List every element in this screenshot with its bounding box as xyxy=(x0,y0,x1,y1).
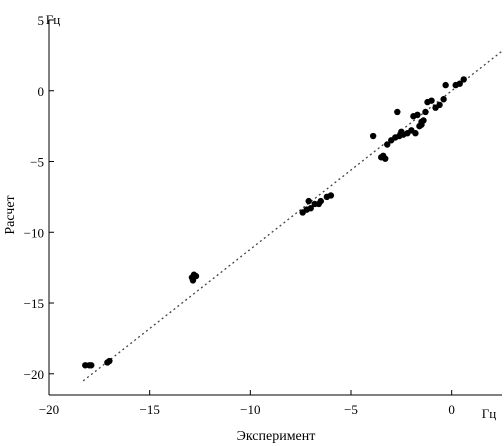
data-point xyxy=(456,80,463,87)
data-point xyxy=(394,108,401,116)
data-point xyxy=(420,117,427,124)
y-tick-label: −20 xyxy=(24,367,44,382)
data-point xyxy=(88,362,95,369)
data-point xyxy=(428,97,435,104)
y-unit-label: Гц xyxy=(46,12,61,27)
data-point xyxy=(442,81,449,89)
data-point xyxy=(440,96,447,103)
y-tick-label: −5 xyxy=(30,155,44,170)
x-unit-label: Гц xyxy=(482,406,497,421)
data-point xyxy=(460,76,467,83)
data-point xyxy=(384,141,391,148)
data-point xyxy=(317,197,324,205)
x-tick-label: −5 xyxy=(344,402,358,417)
x-tick-label: −10 xyxy=(240,402,260,417)
plot-axes xyxy=(48,20,502,396)
x-tick-label: −15 xyxy=(139,402,159,417)
y-tick-label: −15 xyxy=(24,296,44,311)
data-point xyxy=(106,357,113,365)
data-points xyxy=(82,76,467,369)
y-tick-label: 5 xyxy=(38,13,45,28)
x-axis-ticks: −20 −15 −10 −5 0 xyxy=(39,390,455,417)
data-point xyxy=(436,101,443,109)
x-tick-label: −20 xyxy=(39,402,59,417)
y-tick-label: −10 xyxy=(24,225,44,240)
x-axis-title: Эксперимент xyxy=(237,429,316,444)
data-point xyxy=(307,205,314,212)
data-point xyxy=(380,152,387,160)
data-point xyxy=(189,277,197,284)
y-axis-title: Расчет xyxy=(3,195,18,234)
data-point xyxy=(414,111,421,119)
x-tick-label: 0 xyxy=(448,402,455,417)
y-axis-ticks: −20 −15 −10 −5 0 5 xyxy=(24,13,54,382)
data-point xyxy=(369,132,377,140)
fit-line xyxy=(82,50,503,382)
data-point xyxy=(412,130,419,137)
data-point xyxy=(422,108,429,116)
data-point xyxy=(327,192,335,199)
data-point xyxy=(305,197,312,205)
y-tick-label: 0 xyxy=(38,84,45,99)
